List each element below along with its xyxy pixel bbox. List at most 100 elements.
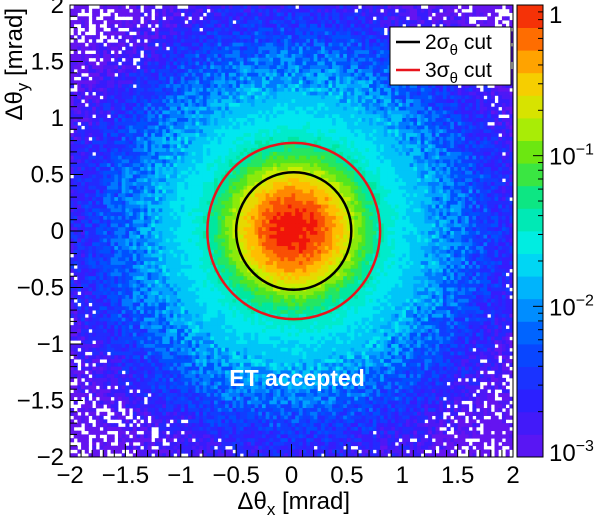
heatmap-cell	[350, 99, 355, 104]
heatmap-cell	[472, 84, 477, 89]
heatmap-cell	[332, 114, 337, 119]
heatmap-cell	[228, 87, 233, 93]
heatmap-cell	[273, 129, 278, 134]
heatmap-cell	[147, 102, 152, 108]
heatmap-cell	[457, 151, 462, 157]
heatmap-cell	[239, 144, 244, 149]
heatmap-cell	[180, 121, 185, 126]
heatmap-cell	[284, 121, 289, 126]
heatmap-cell	[413, 99, 418, 104]
heatmap-cell	[88, 91, 93, 96]
heatmap-cell	[213, 50, 219, 55]
heatmap-cell	[479, 148, 484, 153]
heatmap-cell	[273, 87, 278, 93]
heatmap-cell	[258, 72, 263, 77]
heatmap-cell	[465, 140, 470, 145]
heatmap-cell	[461, 84, 466, 89]
heatmap-cell	[129, 106, 134, 111]
heatmap-cell	[165, 151, 171, 157]
heatmap-cell	[276, 76, 281, 81]
heatmap-cell	[103, 118, 108, 123]
heatmap-cell	[132, 53, 137, 59]
heatmap-cell	[394, 16, 399, 21]
heatmap-cell	[269, 129, 274, 134]
heatmap-cell	[258, 76, 263, 81]
heatmap-cell	[361, 76, 366, 81]
heatmap-cell	[380, 65, 385, 70]
heatmap-cell	[346, 69, 351, 74]
heatmap-cell	[435, 106, 440, 111]
heatmap-cell	[273, 76, 278, 81]
heatmap-cell	[158, 84, 163, 89]
heatmap-cell	[302, 5, 307, 10]
heatmap-cell	[501, 87, 507, 93]
heatmap-cell	[313, 38, 318, 44]
heatmap-cell	[254, 121, 259, 126]
heatmap-cell	[302, 163, 307, 168]
heatmap-cell	[372, 159, 377, 164]
heatmap-cell	[143, 121, 148, 126]
heatmap-cell	[225, 136, 230, 141]
heatmap-cell	[125, 42, 130, 47]
heatmap-cell	[369, 65, 374, 70]
heatmap-cell	[383, 106, 388, 111]
heatmap-cell	[354, 61, 359, 66]
heatmap-cell	[213, 69, 219, 74]
heatmap-cell	[376, 5, 381, 10]
heatmap-cell	[73, 50, 78, 55]
heatmap-cell	[321, 61, 326, 66]
heatmap-cell	[354, 23, 359, 28]
heatmap-cell	[250, 46, 255, 51]
heatmap-cell	[106, 121, 112, 126]
heatmap-cell	[239, 65, 244, 70]
heatmap-cell	[413, 155, 418, 160]
heatmap-cell	[335, 31, 340, 36]
heatmap-cell	[465, 84, 470, 89]
heatmap-cell	[383, 159, 388, 164]
heatmap-cell	[265, 46, 270, 51]
heatmap-cell	[129, 144, 134, 149]
heatmap-cell	[77, 57, 82, 62]
heatmap-cell	[81, 84, 86, 89]
heatmap-cell	[191, 31, 196, 36]
heatmap-cell	[265, 35, 270, 40]
heatmap-cell	[261, 38, 267, 44]
heatmap-cell	[117, 20, 123, 25]
heatmap-cell	[350, 155, 355, 160]
heatmap-cell	[409, 148, 414, 153]
heatmap-cell	[162, 31, 167, 36]
heatmap-cell	[84, 106, 89, 111]
heatmap-cell	[498, 110, 503, 115]
heatmap-cell	[287, 102, 292, 108]
heatmap-cell	[483, 99, 488, 104]
heatmap-cell	[265, 53, 270, 59]
heatmap-cell	[424, 163, 429, 168]
heatmap-cell	[177, 84, 182, 89]
heatmap-cell	[221, 16, 226, 21]
heatmap-cell	[258, 61, 263, 66]
heatmap-cell	[369, 118, 374, 123]
heatmap-cell	[431, 151, 436, 157]
heatmap-cell	[103, 38, 108, 44]
heatmap-cell	[472, 155, 477, 160]
heatmap-cell	[236, 80, 241, 85]
heatmap-cell	[202, 27, 207, 32]
heatmap-cell	[217, 8, 222, 13]
heatmap-cell	[202, 38, 207, 44]
heatmap-cell	[391, 23, 396, 28]
heatmap-cell	[291, 91, 296, 96]
heatmap-cell	[280, 95, 285, 100]
heatmap-cell	[121, 144, 126, 149]
heatmap-cell	[361, 53, 366, 59]
heatmap-cell	[284, 133, 289, 138]
heatmap-cell	[306, 61, 311, 66]
heatmap-cell	[280, 31, 285, 36]
heatmap-cell	[287, 125, 292, 130]
heatmap-cell	[287, 53, 292, 59]
heatmap-cell	[505, 110, 510, 115]
heatmap-cell	[435, 121, 440, 126]
heatmap-cell	[306, 76, 311, 81]
heatmap-cell	[269, 12, 274, 17]
heatmap-cell	[509, 91, 514, 96]
